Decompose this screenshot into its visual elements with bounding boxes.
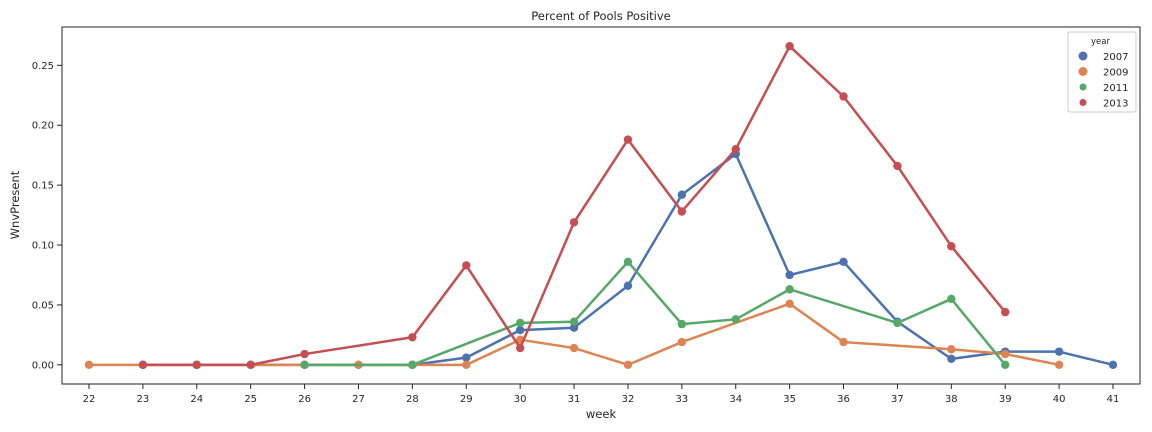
legend-entry-label: 2011 [1103, 83, 1128, 94]
x-axis: 22 23 24 25 26 27 28 29 30 31 32 33 34 35 36 37 38 39 40 41 [83, 384, 1120, 405]
x-tick-label: 32 [622, 394, 635, 405]
chart-title: Percent of Pools Positive [531, 9, 670, 23]
series-line [304, 260, 1007, 367]
x-tick-label: 22 [83, 394, 96, 405]
x-tick-label: 23 [137, 394, 150, 405]
x-tick-label: 26 [298, 394, 311, 405]
data-point [1001, 349, 1010, 359]
legend-marker [1079, 99, 1087, 106]
plot-frame [61, 26, 1141, 385]
x-axis-label: week [586, 407, 617, 421]
data-point [300, 349, 309, 359]
data-point [677, 337, 687, 347]
x-tick-label: 31 [568, 394, 581, 405]
data-point [839, 337, 848, 347]
data-point [677, 319, 687, 329]
data-point [462, 353, 471, 362]
x-tick-label: 35 [783, 394, 796, 405]
data-point [731, 315, 740, 324]
data-point [623, 135, 633, 144]
data-point [408, 360, 417, 370]
data-point [515, 318, 525, 328]
series-layer [84, 41, 1118, 370]
series-2013 [138, 41, 1010, 370]
data-point [569, 317, 579, 326]
y-tick-label: 0.00 [32, 360, 54, 371]
data-point [947, 345, 956, 354]
y-tick-label: 0.25 [32, 61, 54, 72]
data-point [1054, 347, 1064, 356]
data-point [623, 257, 633, 267]
data-point [246, 360, 255, 370]
y-tick-label: 0.10 [32, 241, 54, 252]
data-point [569, 343, 579, 353]
data-point [785, 299, 794, 308]
legend-entry-label: 2007 [1103, 52, 1128, 63]
data-point [677, 190, 687, 199]
data-point [623, 360, 633, 370]
data-point [515, 343, 525, 353]
y-axis-label: WnvPresent [8, 170, 22, 239]
data-point [300, 360, 309, 370]
data-point [138, 360, 148, 370]
x-tick-label: 33 [675, 394, 688, 405]
x-tick-label: 38 [945, 394, 958, 405]
legend-entry-label: 2013 [1103, 99, 1128, 110]
y-tick-label: 0.15 [32, 181, 54, 192]
data-point [731, 144, 740, 154]
data-point [785, 41, 794, 51]
data-point [623, 281, 633, 290]
x-tick-label: 36 [837, 394, 850, 405]
data-point [569, 218, 579, 227]
x-tick-label: 40 [1053, 394, 1066, 405]
data-point [84, 360, 94, 370]
data-point [1001, 360, 1010, 370]
data-point [839, 92, 848, 101]
data-point [408, 333, 417, 342]
data-point [1108, 360, 1118, 370]
data-point [462, 261, 471, 270]
data-point [893, 161, 902, 171]
data-point [677, 207, 687, 216]
series-line [142, 44, 1007, 367]
data-point [462, 360, 471, 370]
legend: year 2007 2009 2011 2013 [1067, 31, 1137, 113]
data-point [1001, 307, 1010, 317]
data-point [947, 294, 956, 304]
legend-marker [1078, 51, 1088, 61]
data-point [947, 242, 956, 251]
data-point [785, 285, 794, 294]
data-point [785, 270, 794, 280]
data-point [192, 360, 201, 370]
series-2011 [300, 257, 1010, 370]
x-tick-label: 24 [190, 394, 203, 405]
data-point [839, 257, 848, 267]
data-point [569, 323, 579, 332]
legend-marker [1078, 67, 1088, 76]
x-tick-label: 25 [244, 394, 257, 405]
y-axis: 0.00 0.05 0.10 0.15 0.20 0.25 [32, 61, 62, 371]
legend-marker [1079, 83, 1087, 91]
data-point [515, 325, 525, 335]
x-tick-label: 30 [514, 394, 527, 405]
data-point [947, 354, 956, 364]
x-tick-label: 39 [999, 394, 1012, 405]
y-tick-label: 0.20 [32, 121, 54, 132]
x-tick-label: 37 [891, 394, 904, 405]
data-point [1054, 360, 1064, 370]
x-tick-label: 28 [406, 394, 419, 405]
x-tick-label: 27 [352, 394, 365, 405]
legend-entry-label: 2009 [1103, 68, 1128, 79]
x-tick-label: 34 [729, 394, 742, 405]
y-tick-label: 0.05 [32, 300, 54, 311]
x-tick-label: 29 [460, 394, 473, 405]
data-point [893, 318, 902, 328]
legend-title: year [1091, 37, 1110, 47]
x-tick-label: 41 [1107, 394, 1120, 405]
